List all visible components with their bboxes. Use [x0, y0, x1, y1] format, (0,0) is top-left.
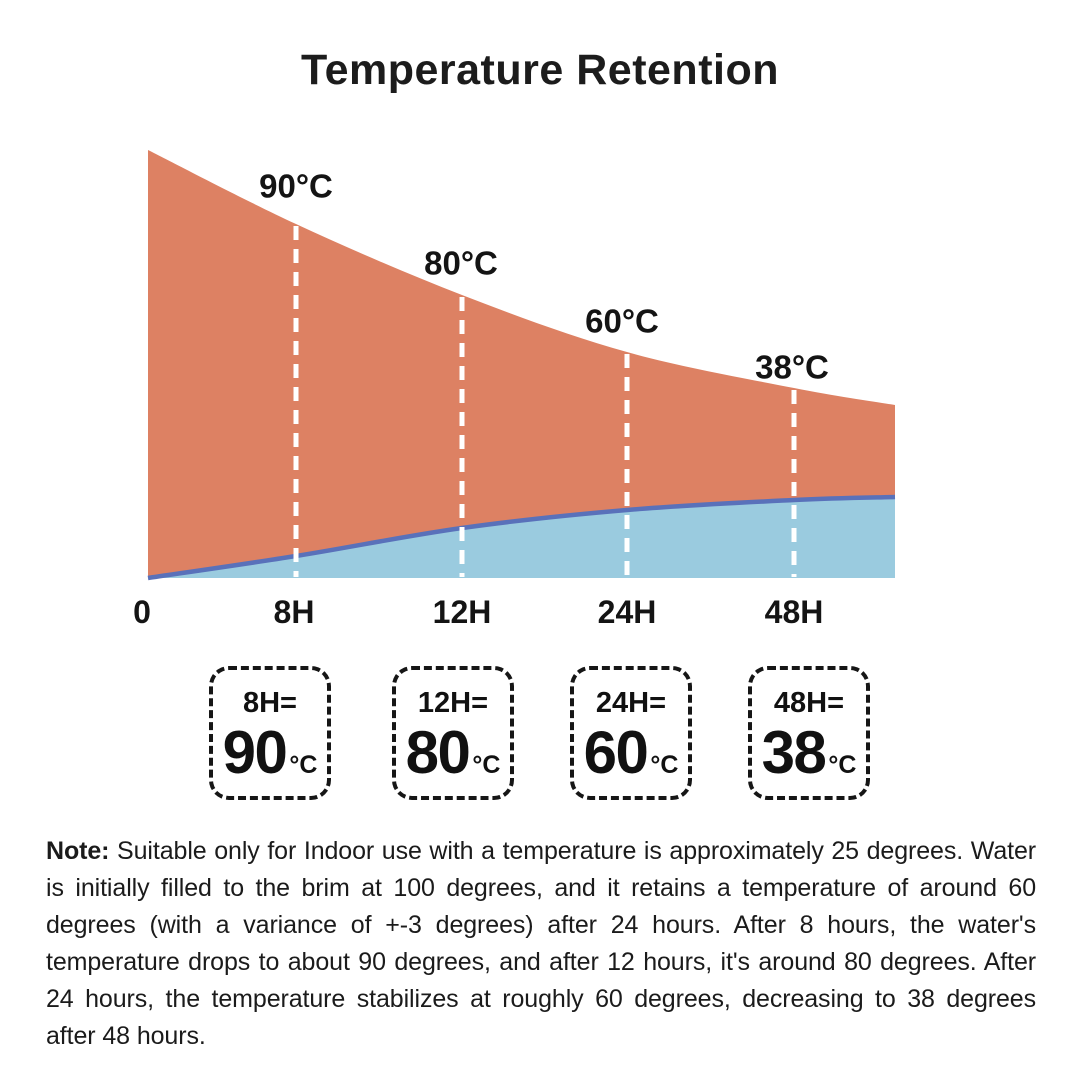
badge-duration: 24H= [595, 686, 667, 719]
badge-value: 38 °C [761, 718, 857, 786]
badge-duration: 48H= [773, 686, 845, 719]
temp-label-24h: 60°C [585, 302, 659, 340]
axis-tick-48h: 48H [764, 594, 824, 630]
badge-value: 90 °C [222, 718, 318, 786]
badge-unit: °C [289, 750, 318, 779]
hot-water-area [148, 150, 895, 578]
badge-number: 90 [222, 718, 288, 786]
badge-value: 60 °C [583, 718, 679, 786]
badge-12h: 12H= 80 °C [392, 666, 514, 800]
note-body: Suitable only for Indoor use with a temp… [46, 837, 1036, 1050]
boundary-line [147, 494, 896, 581]
badge-value: 80 °C [405, 718, 501, 786]
badge-unit: °C [472, 750, 501, 779]
axis-tick-24h: 24H [597, 594, 657, 630]
temp-label-8h: 90°C [259, 167, 333, 205]
axis-tick-8h: 8H [273, 594, 315, 630]
page-title: Temperature Retention [301, 46, 779, 94]
badge-8h: 8H= 90 °C [209, 666, 331, 800]
cool-band-area [148, 497, 895, 578]
badge-number: 60 [583, 718, 649, 786]
badge-duration: 12H= [417, 686, 489, 719]
note-text: Note: Suitable only for Indoor use with … [46, 833, 1036, 1055]
badge-number: 80 [405, 718, 471, 786]
temp-label-12h: 80°C [424, 244, 498, 282]
axis-tick-12h: 12H [432, 594, 492, 630]
badge-number: 38 [761, 718, 827, 786]
badge-unit: °C [828, 750, 857, 779]
badge-duration: 8H= [242, 686, 297, 719]
badge-48h: 48H= 38 °C [748, 666, 870, 800]
temp-label-48h: 38°C [755, 348, 829, 386]
badge-unit: °C [650, 750, 679, 779]
badge-24h: 24H= 60 °C [570, 666, 692, 800]
axis-tick-0: 0 [133, 594, 151, 630]
note-label: Note: [46, 837, 110, 865]
